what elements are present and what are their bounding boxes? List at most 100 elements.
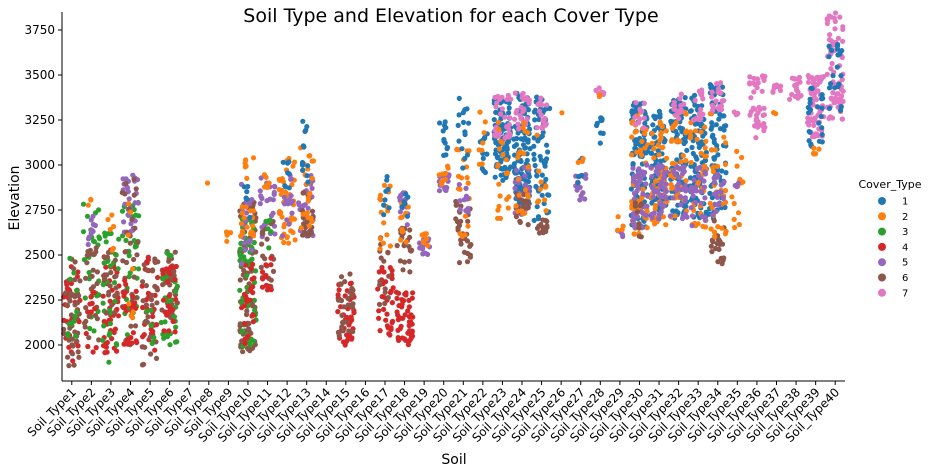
data-point	[678, 107, 684, 113]
data-point	[159, 274, 166, 281]
data-point	[296, 200, 302, 206]
data-point	[401, 259, 408, 265]
data-point	[239, 305, 245, 311]
data-point	[76, 319, 82, 325]
data-point	[139, 283, 145, 289]
data-point	[65, 354, 71, 360]
data-point	[521, 164, 527, 171]
data-point	[460, 119, 467, 125]
data-point	[681, 101, 687, 107]
data-point	[242, 341, 248, 347]
data-point	[514, 135, 520, 142]
data-point	[122, 303, 128, 310]
data-point	[80, 201, 87, 207]
data-point	[691, 177, 697, 183]
data-point	[132, 225, 138, 231]
data-point	[826, 115, 832, 121]
data-point	[394, 243, 400, 249]
data-point	[696, 88, 702, 94]
data-point	[131, 301, 137, 307]
data-point	[814, 131, 820, 137]
data-point	[458, 241, 464, 247]
data-point	[259, 269, 266, 275]
data-point	[160, 267, 166, 273]
data-point	[579, 172, 585, 178]
data-point	[148, 297, 155, 303]
data-point	[122, 249, 128, 255]
data-point	[131, 176, 137, 182]
data-point	[670, 123, 677, 129]
data-point	[521, 120, 527, 126]
data-point	[496, 126, 502, 132]
data-point	[144, 267, 150, 273]
data-point	[694, 156, 700, 162]
data-point	[268, 277, 274, 283]
data-point	[525, 179, 532, 185]
data-point	[676, 115, 682, 122]
data-point	[285, 170, 291, 176]
data-point	[112, 257, 118, 263]
data-point	[173, 296, 179, 302]
data-point	[304, 210, 310, 216]
data-point	[636, 225, 642, 231]
data-point	[262, 256, 268, 262]
data-point	[263, 218, 269, 224]
data-point	[718, 90, 724, 96]
chart-title: Soil Type and Elevation for each Cover T…	[243, 5, 658, 27]
data-point	[710, 168, 717, 175]
data-point	[771, 110, 777, 116]
data-point	[755, 124, 761, 130]
data-point	[838, 98, 845, 104]
data-point	[142, 319, 148, 325]
data-point	[128, 323, 134, 329]
data-point	[154, 287, 160, 293]
y-tick-label: 3000	[24, 158, 55, 172]
data-point	[341, 304, 347, 310]
data-point	[750, 105, 756, 111]
data-point	[122, 191, 128, 197]
data-point	[559, 110, 565, 116]
data-point	[409, 321, 415, 327]
data-point	[73, 333, 79, 339]
data-point	[150, 328, 156, 334]
data-point	[340, 328, 346, 334]
data-point	[835, 52, 841, 58]
data-point	[480, 140, 486, 146]
data-point	[735, 210, 742, 216]
data-point	[747, 80, 753, 86]
data-point	[807, 107, 814, 113]
legend-label: 2	[902, 212, 908, 223]
data-point	[531, 143, 537, 149]
data-point	[66, 321, 72, 327]
data-point	[77, 278, 83, 284]
data-point	[633, 137, 639, 143]
data-point	[519, 91, 526, 97]
data-point	[792, 76, 798, 82]
data-point	[719, 241, 726, 247]
data-point	[524, 157, 530, 164]
data-point	[112, 326, 118, 332]
data-point	[671, 106, 677, 112]
data-point	[264, 287, 271, 293]
data-point	[826, 85, 833, 91]
data-point	[632, 114, 638, 120]
data-point	[515, 208, 521, 214]
legend-label: 6	[902, 273, 908, 284]
data-point	[522, 187, 529, 193]
data-point	[136, 266, 142, 272]
data-point	[670, 168, 677, 174]
data-point	[242, 247, 248, 253]
data-point	[421, 233, 427, 239]
data-point	[145, 254, 151, 260]
data-point	[522, 135, 528, 141]
data-point	[660, 144, 666, 150]
data-point	[343, 338, 350, 344]
data-point	[70, 358, 76, 364]
data-point	[130, 315, 136, 321]
data-point	[540, 228, 546, 234]
data-point	[633, 128, 640, 134]
data-point	[656, 166, 662, 172]
data-point	[127, 240, 133, 246]
data-point	[107, 283, 113, 289]
data-point	[268, 287, 274, 293]
